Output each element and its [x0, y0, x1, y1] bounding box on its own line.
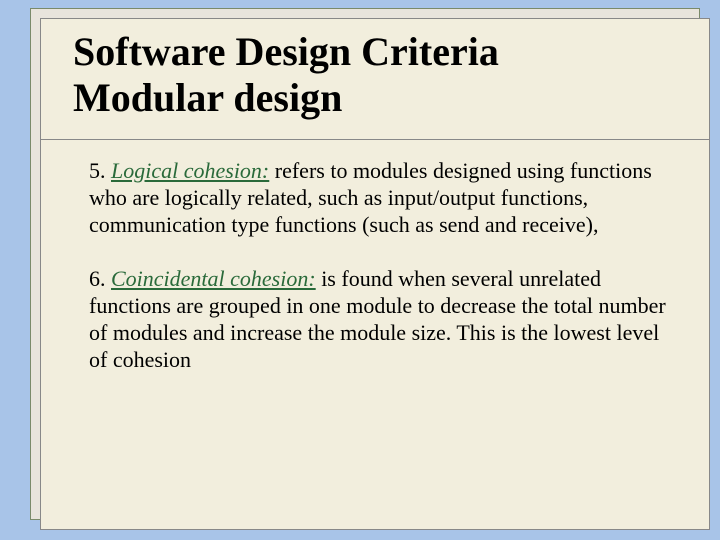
- list-item: 6. Coincidental cohesion: is found when …: [89, 266, 679, 373]
- title-block: Software Design Criteria Modular design: [41, 19, 709, 140]
- title-line-1: Software Design Criteria: [73, 29, 689, 75]
- title-line-2: Modular design: [73, 75, 689, 121]
- item-number: 5.: [89, 158, 111, 183]
- slide-container: Software Design Criteria Modular design …: [30, 8, 712, 532]
- body-block: 5. Logical cohesion: refers to modules d…: [41, 140, 709, 412]
- slide-card: Software Design Criteria Modular design …: [40, 18, 710, 530]
- item-term: Coincidental cohesion:: [111, 266, 316, 291]
- item-term: Logical cohesion:: [111, 158, 269, 183]
- item-number: 6.: [89, 266, 111, 291]
- list-item: 5. Logical cohesion: refers to modules d…: [89, 158, 679, 238]
